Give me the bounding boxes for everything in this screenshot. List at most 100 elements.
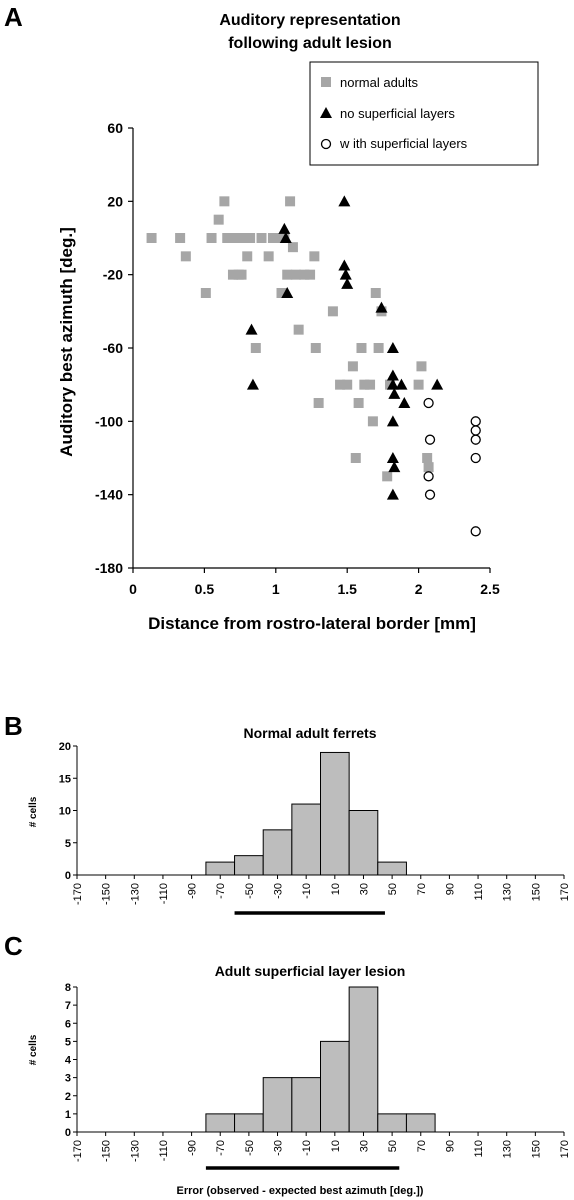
scatter-point-no-superficial — [386, 452, 399, 463]
scatter-point-no-superficial — [386, 378, 399, 390]
scatter-point-normal-adult — [213, 214, 224, 225]
histogram-b-x-tick-label: -70 — [215, 883, 227, 899]
histogram-b-bar — [262, 829, 293, 876]
scatter-point-normal-adult — [335, 379, 346, 390]
scatter-point-normal-adult — [180, 251, 191, 262]
scatter-y-tick-label: 60 — [107, 120, 123, 136]
histogram-c-x-tick-label: 90 — [444, 1140, 456, 1152]
scatter-point-normal-adult — [206, 233, 217, 243]
scatter-point-normal-adult — [256, 233, 267, 243]
histogram-c-y-tick-label: 7 — [65, 1000, 71, 1012]
scatter-point-normal-adult — [413, 379, 424, 390]
scatter-point-no-superficial — [431, 378, 444, 390]
panel-letter-b: B — [4, 711, 23, 741]
histogram-b-x-tick-label: -130 — [129, 883, 141, 905]
histogram-c-x-tick-label: 10 — [330, 1140, 342, 1152]
histogram-b-y-label: # cells — [28, 796, 39, 827]
histogram-c-y-label: # cells — [28, 1034, 39, 1065]
histogram-c-y-tick-label: 4 — [65, 1055, 72, 1067]
scatter-point-no-superficial — [246, 378, 259, 390]
scatter-point-normal-adult — [382, 471, 393, 482]
scatter-point-normal-adult — [342, 379, 353, 390]
legend-label-no-superficial: no superficial layers — [340, 106, 455, 121]
scatter-point-normal-adult — [267, 233, 278, 243]
histogram-c-x-tick-label: 50 — [387, 1140, 399, 1152]
histogram-b-bar — [291, 803, 321, 876]
scatter-point-normal-adult — [230, 233, 241, 243]
scatter-point-normal-adult — [245, 233, 256, 243]
legend-label-normal-adults: normal adults — [340, 75, 419, 90]
scatter-point-normal-adult — [422, 453, 433, 463]
scatter-point-normal-adult — [359, 379, 370, 390]
scatter-point-no-superficial — [388, 387, 401, 399]
scatter-point-normal-adult — [276, 288, 287, 298]
histogram-b-x-tick-label: -110 — [158, 883, 170, 904]
legend-marker-with-superficial — [320, 138, 332, 150]
histogram-c-x-tick-label: -170 — [72, 1140, 84, 1162]
histogram-c-x-tick-label: 70 — [416, 1140, 428, 1152]
histogram-b-title: Normal adult ferrets — [243, 725, 376, 741]
histogram-b-y-tick-label: 15 — [59, 773, 71, 785]
histogram-b-bar — [205, 861, 236, 876]
scatter-title-line-2: following adult lesion — [228, 35, 392, 52]
scatter-point-normal-adult — [310, 343, 321, 353]
scatter-point-normal-adult — [416, 361, 427, 372]
histogram-c-y-tick-label: 2 — [65, 1091, 71, 1103]
legend-marker-normal-adults — [321, 77, 331, 87]
scatter-point-no-superficial — [375, 301, 388, 313]
scatter-point-normal-adult — [327, 306, 338, 317]
scatter-point-normal-adult — [365, 379, 376, 390]
histogram-b-bar — [234, 855, 264, 876]
histogram-b-x-tick-label: 30 — [358, 883, 370, 895]
histogram-b-x-tick-label: 110 — [473, 883, 485, 901]
histogram-c-bar — [377, 1113, 407, 1133]
histogram-b-x-tick-label: 130 — [502, 883, 514, 901]
histogram-c-title: Adult superficial layer lesion — [215, 963, 406, 979]
scatter-point-normal-adult — [347, 361, 358, 372]
histogram-b-y-tick-label: 0 — [65, 870, 71, 882]
histogram-b-x-tick-label: -50 — [244, 883, 256, 899]
histogram-b-y-tick-label: 10 — [59, 806, 71, 818]
histogram-c-x-tick-label: -70 — [215, 1140, 227, 1156]
histogram-c-y-tick-label: 6 — [65, 1018, 71, 1030]
scatter-point-normal-adult — [225, 233, 236, 243]
histogram-b-x-tick-label: 50 — [387, 883, 399, 895]
scatter-point-normal-adult — [175, 233, 186, 243]
scatter-y-tick-label: -140 — [95, 487, 123, 503]
scatter-point-no-superficial — [281, 287, 294, 298]
scatter-x-tick-label: 0 — [129, 581, 137, 597]
histogram-b-x-tick-label: -170 — [72, 883, 84, 905]
histogram-b-x-tick-label: -90 — [187, 883, 199, 899]
histogram-c-x-tick-label: 170 — [559, 1140, 571, 1158]
scatter-point-normal-adult — [350, 453, 361, 463]
histogram-b-x-tick-label: 90 — [444, 883, 456, 895]
scatter-point-with-superficial — [424, 434, 436, 445]
scatter-point-normal-adult — [373, 343, 384, 353]
scatter-x-tick-label: 0.5 — [195, 581, 215, 597]
scatter-point-normal-adult — [236, 269, 247, 280]
scatter-point-normal-adult — [309, 251, 320, 262]
histogram-c-y-tick-label: 1 — [65, 1109, 71, 1121]
scatter-legend: normal adults no superficial layers w it… — [309, 61, 539, 166]
histogram-c-x-tick-label: 30 — [358, 1140, 370, 1152]
scatter-point-normal-adult — [287, 242, 298, 253]
histogram-c-x-tick-label: -50 — [244, 1140, 256, 1156]
scatter-point-normal-adult — [293, 324, 304, 335]
scatter-point-no-superficial — [338, 195, 351, 207]
scatter-point-with-superficial — [470, 416, 481, 427]
histogram-b-x-tick-label: -150 — [101, 883, 113, 905]
histogram-c-y-tick-label: 8 — [65, 982, 71, 994]
scatter-point-with-superficial — [470, 434, 481, 445]
histogram-b-bar — [348, 810, 379, 876]
scatter-point-with-superficial — [424, 489, 436, 500]
histogram-c-x-label: Error (observed - expected best azimuth … — [177, 1185, 424, 1197]
scatter-point-no-superficial — [278, 222, 291, 234]
histogram-b-x-tick-label: -30 — [273, 883, 285, 899]
scatter-ticks: 60 20 -20 -60 -100 -140 -180 0 0.5 1 1.5 2 2.5 — [95, 120, 500, 597]
scatter-point-no-superficial — [388, 461, 401, 473]
histogram-c-bar — [320, 1040, 350, 1133]
histogram-superficial-lesion: Adult superficial layer lesion # cells E… — [28, 963, 571, 1197]
scatter-point-normal-adult — [146, 233, 157, 243]
scatter-y-tick-label: -20 — [103, 267, 123, 283]
